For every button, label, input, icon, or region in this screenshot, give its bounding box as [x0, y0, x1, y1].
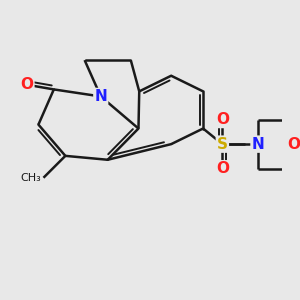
Text: N: N — [251, 136, 264, 152]
Text: S: S — [217, 136, 228, 152]
Text: O: O — [287, 136, 300, 152]
Text: N: N — [94, 89, 107, 104]
Text: O: O — [216, 161, 229, 176]
Text: O: O — [216, 112, 229, 127]
Text: O: O — [20, 77, 33, 92]
Text: CH₃: CH₃ — [20, 173, 41, 183]
